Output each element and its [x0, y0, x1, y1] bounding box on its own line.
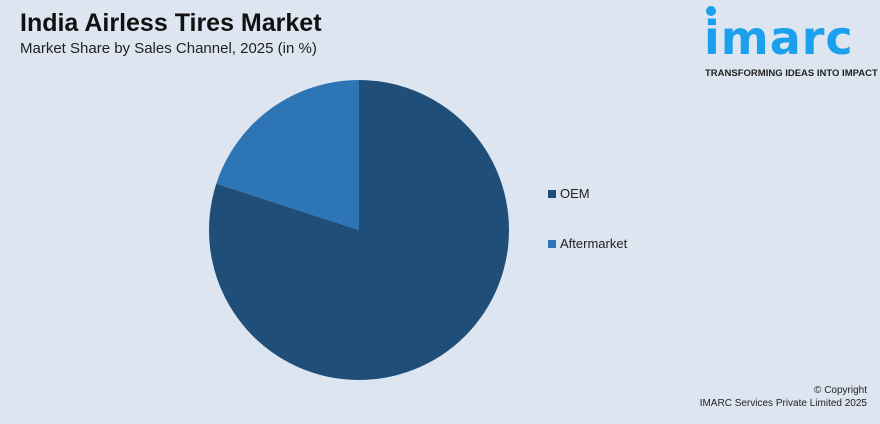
legend-swatch-aftermarket: [548, 240, 556, 248]
logo-dot-icon: [706, 6, 716, 16]
chart-subtitle: Market Share by Sales Channel, 2025 (in …: [20, 40, 317, 57]
copyright-line: © Copyright: [814, 385, 867, 396]
copyright: © Copyright IMARC Services Private Limit…: [700, 384, 867, 410]
legend-swatch-oem: [548, 190, 556, 198]
legend-item-aftermarket: Aftermarket: [548, 236, 627, 252]
legend-label-oem: OEM: [560, 186, 590, 201]
logo-wordmark: imarc: [704, 11, 854, 65]
logo-tagline: TRANSFORMING IDEAS INTO IMPACT: [705, 68, 878, 79]
legend-label-aftermarket: Aftermarket: [560, 236, 628, 251]
copyright-company: IMARC Services Private Limited 2025: [699, 398, 867, 409]
imarc-logo: imarc TRANSFORMING IDEAS INTO IMPACT: [700, 4, 878, 84]
pie-slice-aftermarket: [216, 80, 359, 230]
legend-item-oem: OEM: [548, 186, 590, 202]
chart-title: India Airless Tires Market: [20, 9, 322, 37]
